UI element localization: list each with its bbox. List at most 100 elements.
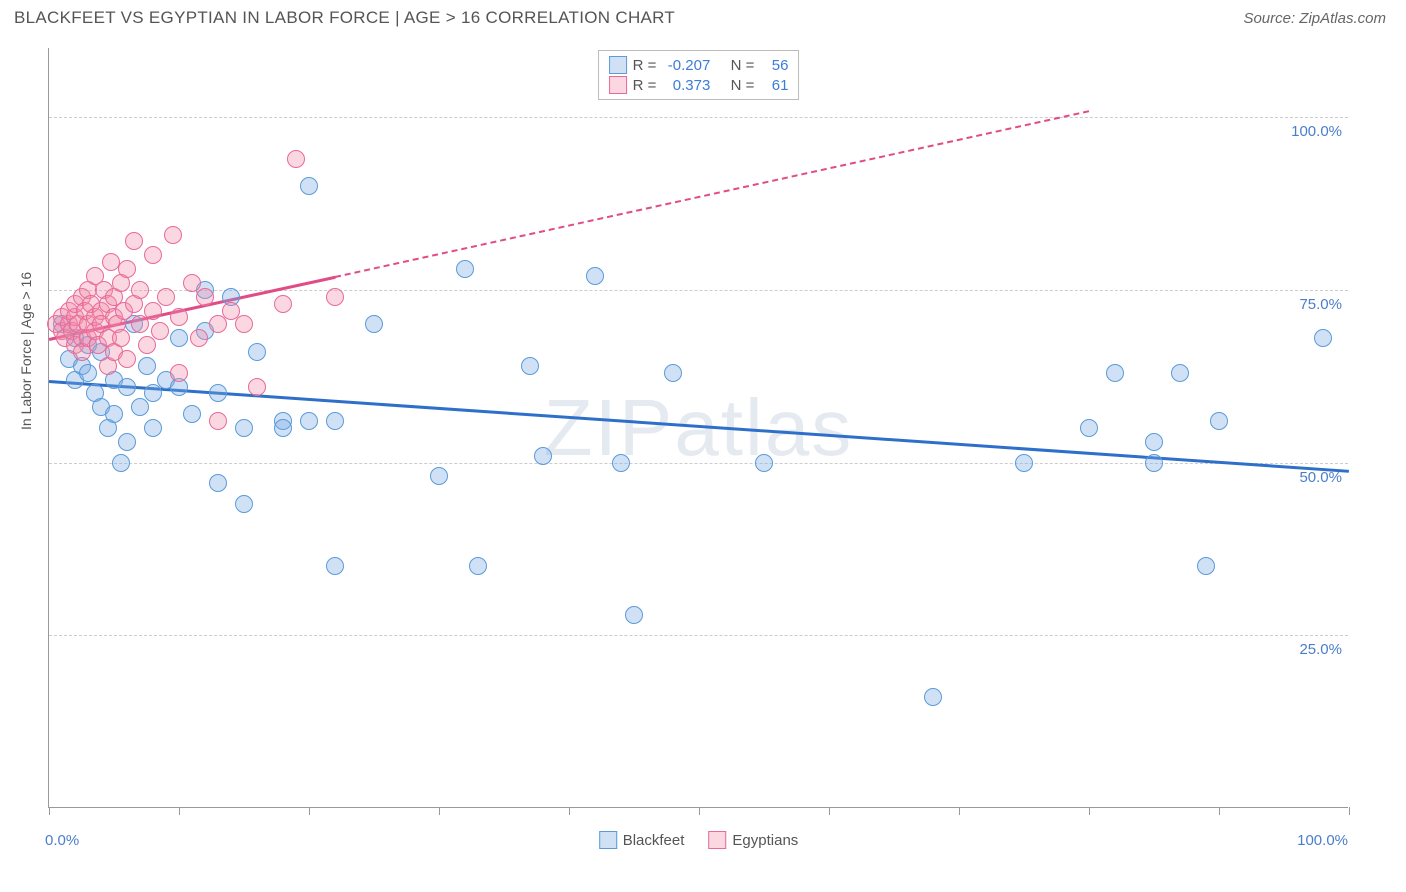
x-tick <box>439 807 440 815</box>
gridline <box>49 117 1348 118</box>
data-point <box>1197 557 1215 575</box>
data-point <box>209 384 227 402</box>
data-point <box>521 357 539 375</box>
data-point <box>118 260 136 278</box>
y-tick-label: 75.0% <box>1299 296 1342 313</box>
n-label: N = <box>731 57 755 74</box>
trend-line <box>335 110 1089 278</box>
data-point <box>151 322 169 340</box>
x-max-label: 100.0% <box>1297 832 1348 849</box>
n-value: 56 <box>760 57 788 74</box>
chart-header: BLACKFEET VS EGYPTIAN IN LABOR FORCE | A… <box>0 0 1406 32</box>
correlation-legend: R = -0.207 N = 56R = 0.373 N = 61 <box>598 50 800 100</box>
data-point <box>105 405 123 423</box>
data-point <box>235 315 253 333</box>
data-point <box>612 454 630 472</box>
data-point <box>157 288 175 306</box>
data-point <box>144 419 162 437</box>
data-point <box>118 350 136 368</box>
gridline <box>49 290 1348 291</box>
data-point <box>190 329 208 347</box>
legend-label: Egyptians <box>732 832 798 849</box>
data-point <box>196 288 214 306</box>
data-point <box>183 405 201 423</box>
r-value: -0.207 <box>662 57 710 74</box>
data-point <box>164 226 182 244</box>
data-point <box>144 246 162 264</box>
data-point <box>131 398 149 416</box>
data-point <box>170 364 188 382</box>
data-point <box>1171 364 1189 382</box>
data-point <box>456 260 474 278</box>
data-point <box>112 329 130 347</box>
data-point <box>1015 454 1033 472</box>
watermark: ZIPatlas <box>544 382 853 474</box>
n-value: 61 <box>760 77 788 94</box>
data-point <box>209 474 227 492</box>
n-label: N = <box>731 77 755 94</box>
data-point <box>138 336 156 354</box>
data-point <box>586 267 604 285</box>
data-point <box>170 308 188 326</box>
x-tick <box>179 807 180 815</box>
series-legend: Blackfeet Egyptians <box>599 831 799 849</box>
data-point <box>300 412 318 430</box>
data-point <box>125 232 143 250</box>
data-point <box>625 606 643 624</box>
gridline <box>49 635 1348 636</box>
data-point <box>1314 329 1332 347</box>
data-point <box>131 315 149 333</box>
data-point <box>209 315 227 333</box>
data-point <box>144 384 162 402</box>
data-point <box>131 281 149 299</box>
r-value: 0.373 <box>662 77 710 94</box>
scatter-chart: ZIPatlas R =-0.207 N =56R =0.373 N =61 B… <box>48 48 1348 808</box>
data-point <box>79 364 97 382</box>
data-point <box>248 378 266 396</box>
data-point <box>1210 412 1228 430</box>
data-point <box>326 557 344 575</box>
x-tick <box>49 807 50 815</box>
data-point <box>924 688 942 706</box>
data-point <box>248 343 266 361</box>
r-label: R = <box>633 77 657 94</box>
data-point <box>235 419 253 437</box>
data-point <box>1145 454 1163 472</box>
data-point <box>274 419 292 437</box>
x-tick <box>699 807 700 815</box>
x-tick <box>1089 807 1090 815</box>
legend-item: Blackfeet <box>599 831 685 849</box>
data-point <box>118 378 136 396</box>
data-point <box>365 315 383 333</box>
chart-title: BLACKFEET VS EGYPTIAN IN LABOR FORCE | A… <box>14 8 675 28</box>
data-point <box>1080 419 1098 437</box>
data-point <box>274 295 292 313</box>
data-point <box>1145 433 1163 451</box>
y-tick-label: 100.0% <box>1291 123 1342 140</box>
x-tick <box>1349 807 1350 815</box>
x-tick <box>569 807 570 815</box>
data-point <box>326 412 344 430</box>
y-tick-label: 25.0% <box>1299 641 1342 658</box>
legend-row: R = 0.373 N = 61 <box>609 75 789 95</box>
x-tick <box>829 807 830 815</box>
legend-swatch <box>609 56 627 74</box>
data-point <box>300 177 318 195</box>
data-point <box>209 412 227 430</box>
legend-item: Egyptians <box>708 831 798 849</box>
data-point <box>144 302 162 320</box>
data-point <box>326 288 344 306</box>
data-point <box>755 454 773 472</box>
x-tick <box>959 807 960 815</box>
data-point <box>664 364 682 382</box>
data-point <box>469 557 487 575</box>
data-point <box>118 433 136 451</box>
legend-swatch <box>609 76 627 94</box>
legend-swatch <box>708 831 726 849</box>
data-point <box>1106 364 1124 382</box>
data-point <box>287 150 305 168</box>
data-point <box>138 357 156 375</box>
legend-label: Blackfeet <box>623 832 685 849</box>
data-point <box>112 454 130 472</box>
x-tick <box>1219 807 1220 815</box>
